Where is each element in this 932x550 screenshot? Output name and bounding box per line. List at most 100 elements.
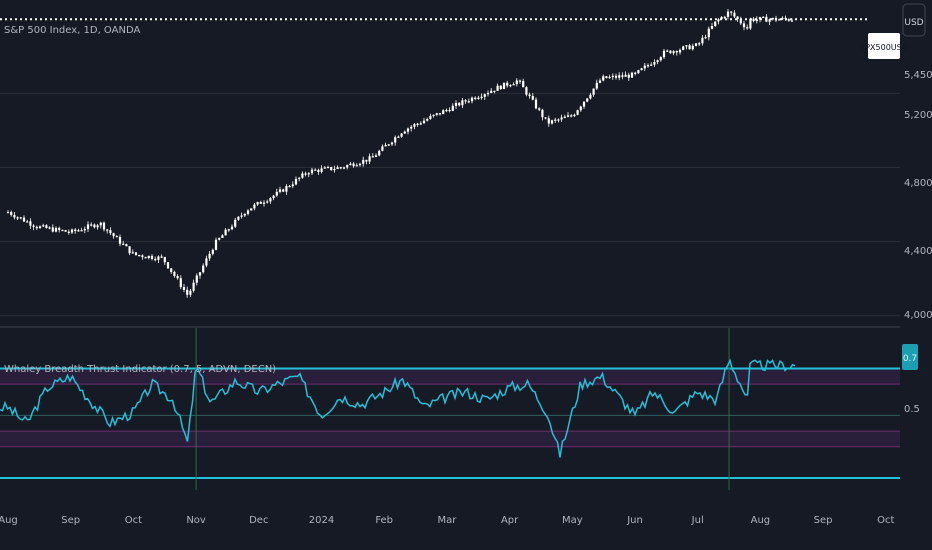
candle-body	[602, 76, 605, 81]
candle-body	[605, 76, 608, 79]
candle-body	[19, 217, 22, 219]
candle-body	[438, 113, 442, 115]
symbol-tag[interactable]: SPX500USD	[860, 33, 908, 59]
candle-body	[538, 108, 541, 110]
time-axis-label: Aug	[0, 515, 18, 526]
upper-band-fill	[0, 368, 900, 385]
candle-body	[166, 262, 170, 269]
candle-body	[173, 271, 176, 276]
time-axis[interactable]: Aug Sep Oct Nov Dec 2024 Feb Mar Apr May Jun Jul Aug…	[0, 515, 895, 526]
price-grid	[0, 92, 900, 317]
main-pane-title[interactable]: S&P 500 Index, 1D, OANDA	[4, 25, 140, 36]
candle-body	[61, 229, 64, 232]
candle-body	[413, 124, 416, 127]
candle-body	[627, 74, 630, 78]
candle-body	[451, 105, 454, 111]
candle-body	[704, 37, 707, 39]
candle-body	[275, 191, 278, 196]
candle-body	[355, 165, 358, 167]
candle-body	[630, 72, 634, 78]
candle-body	[38, 226, 42, 229]
candle-body	[611, 75, 614, 78]
candle-body	[790, 20, 794, 22]
candle-body	[541, 109, 544, 118]
candle-body	[170, 268, 173, 272]
price-axis[interactable]: 5,200.0 4,800.0 4,400.0 4,000.0 5,450.0 …	[904, 70, 932, 415]
candle-body	[768, 19, 771, 22]
candle-body	[16, 217, 19, 219]
time-axis-label: Sep	[61, 515, 80, 526]
candle-body	[51, 227, 54, 232]
candle-body	[499, 85, 502, 89]
candle-body	[80, 230, 83, 232]
candle-body	[362, 159, 365, 164]
candle-body	[461, 100, 464, 106]
candle-body	[675, 51, 678, 53]
price-pane[interactable]	[0, 8, 900, 317]
indicator-pane[interactable]	[0, 328, 900, 490]
candle-body	[506, 82, 509, 86]
time-axis-label: Oct	[877, 515, 894, 526]
candle-body	[70, 229, 74, 233]
candle-body	[528, 94, 531, 97]
candle-body	[518, 80, 522, 82]
candle-body	[589, 94, 592, 99]
candle-body	[730, 11, 733, 13]
time-axis-label: Nov	[186, 515, 206, 526]
candle-body	[490, 90, 493, 93]
candle-body	[67, 231, 70, 233]
indicator-pane-title[interactable]: Whaley Breadth Thrust Indicator (0.7, 5,…	[4, 364, 276, 375]
candle-body	[496, 85, 499, 91]
candle-body	[246, 210, 250, 214]
candle-body	[406, 128, 410, 132]
candle-body	[502, 82, 506, 89]
candle-body	[720, 16, 723, 20]
candle-body	[710, 25, 714, 29]
candle-body	[640, 68, 643, 71]
candle-body	[381, 146, 384, 151]
candle-body	[595, 82, 598, 89]
candle-body	[448, 109, 451, 112]
candle-body	[698, 43, 701, 45]
price-candles	[6, 8, 794, 298]
candle-body	[352, 163, 355, 167]
candle-body	[582, 101, 586, 107]
candle-body	[579, 106, 582, 111]
candle-body	[237, 216, 240, 220]
candle-body	[707, 28, 710, 38]
candle-body	[125, 244, 128, 247]
candle-body	[694, 43, 698, 46]
candle-body	[336, 167, 339, 169]
currency-button[interactable]: USD	[902, 3, 926, 37]
candle-body	[342, 167, 346, 169]
candle-body	[83, 229, 86, 231]
candle-body	[106, 229, 109, 231]
candle-body	[682, 46, 685, 50]
candle-body	[234, 219, 237, 227]
candle-body	[262, 202, 266, 204]
candle-body	[323, 167, 326, 169]
last-price-label: 5,450.0	[904, 70, 932, 81]
candle-body	[458, 102, 461, 106]
candle-body	[154, 258, 157, 261]
candle-body	[163, 257, 166, 263]
candle-body	[435, 113, 438, 115]
candle-body	[691, 45, 694, 50]
candle-body	[22, 217, 26, 222]
candle-body	[749, 18, 752, 29]
lower-band-fill	[0, 431, 900, 447]
candle-body	[576, 110, 579, 115]
candle-body	[534, 99, 538, 109]
candle-body	[10, 212, 13, 215]
price-tick: 4,800.0	[904, 178, 932, 189]
candle-body	[230, 226, 234, 230]
candle-body	[717, 19, 720, 22]
candle-body	[394, 137, 397, 143]
candle-body	[429, 116, 432, 120]
candle-body	[109, 230, 112, 234]
indicator-bands	[0, 367, 900, 479]
candle-body	[288, 186, 291, 188]
candle-body	[182, 287, 186, 290]
candle-body	[678, 49, 682, 53]
